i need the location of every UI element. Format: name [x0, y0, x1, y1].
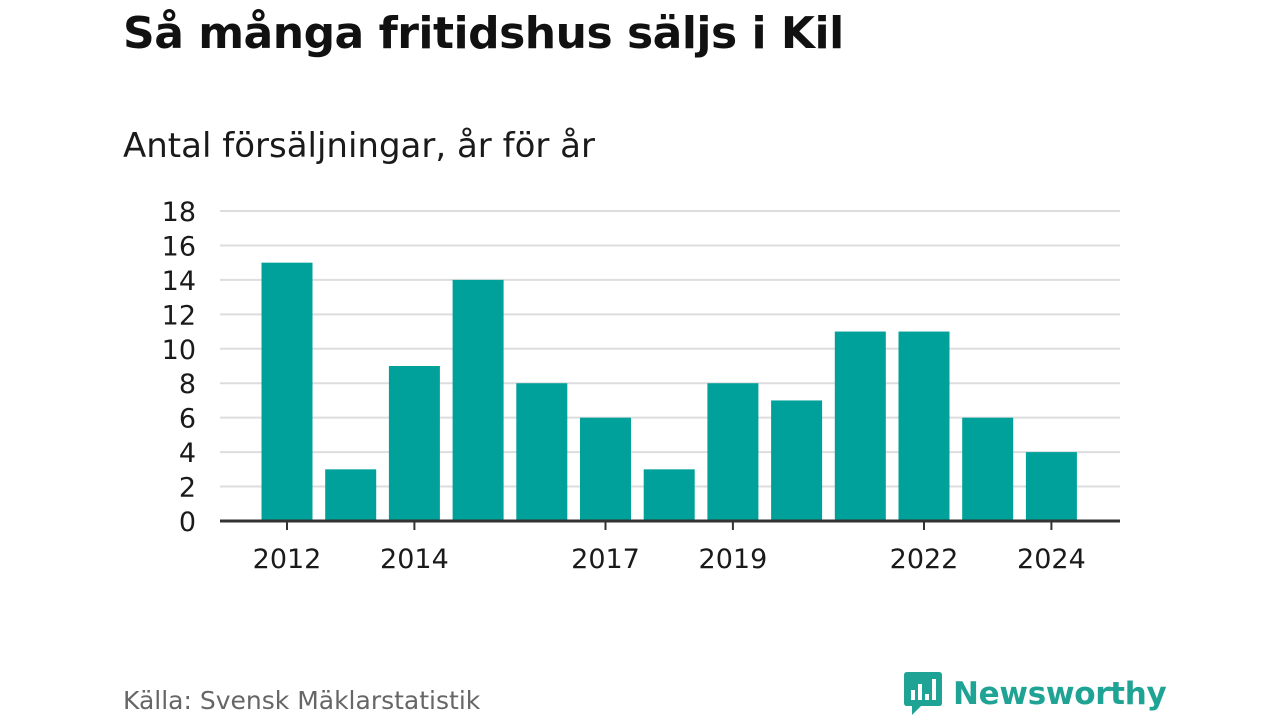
bar-2016	[516, 383, 568, 521]
bar-2013	[325, 469, 377, 521]
y-tick-label: 8	[179, 369, 196, 400]
bar-2019	[707, 383, 759, 521]
source-note: Källa: Svensk Mäklarstatistik	[123, 686, 481, 715]
grid-lines	[220, 210, 1120, 488]
y-tick-label: 14	[162, 266, 196, 297]
y-tick-label: 6	[179, 404, 196, 435]
bar-2024	[1025, 452, 1077, 521]
x-tick-label: 2019	[699, 544, 768, 575]
bar-2018	[643, 469, 695, 521]
bar-2012	[261, 262, 313, 521]
x-tick-label: 2017	[571, 544, 640, 575]
x-tick-label: 2022	[890, 544, 959, 575]
y-tick-label: 18	[162, 197, 196, 228]
bar-2023	[962, 417, 1014, 521]
x-tick-label: 2024	[1017, 544, 1086, 575]
bar-2020	[771, 400, 823, 521]
newsworthy-logo: Newsworthy	[903, 670, 1167, 718]
brand-name: Newsworthy	[953, 676, 1167, 712]
x-axis: 2012 2014 2017 2019 2022 2024	[220, 519, 1120, 575]
bar-chart-speech-bubble-icon	[904, 672, 942, 715]
chart-subtitle: Antal försäljningar, år för år	[123, 126, 595, 166]
y-tick-label: 16	[162, 231, 196, 262]
y-tick-label: 12	[162, 300, 196, 331]
bar-2015	[452, 279, 504, 521]
y-tick-label: 0	[179, 507, 196, 538]
x-tick-label: 2012	[253, 544, 322, 575]
x-tick-label: 2014	[380, 544, 449, 575]
bar-2021	[834, 331, 886, 521]
bars	[261, 262, 1077, 521]
bar-2022	[898, 331, 950, 521]
bar-2017	[580, 417, 631, 521]
y-tick-label: 2	[179, 473, 196, 504]
bar-2014	[388, 366, 440, 521]
chart-title: Så många fritidshus säljs i Kil	[123, 8, 844, 59]
y-tick-label: 4	[179, 438, 196, 469]
y-tick-label: 10	[162, 335, 196, 366]
